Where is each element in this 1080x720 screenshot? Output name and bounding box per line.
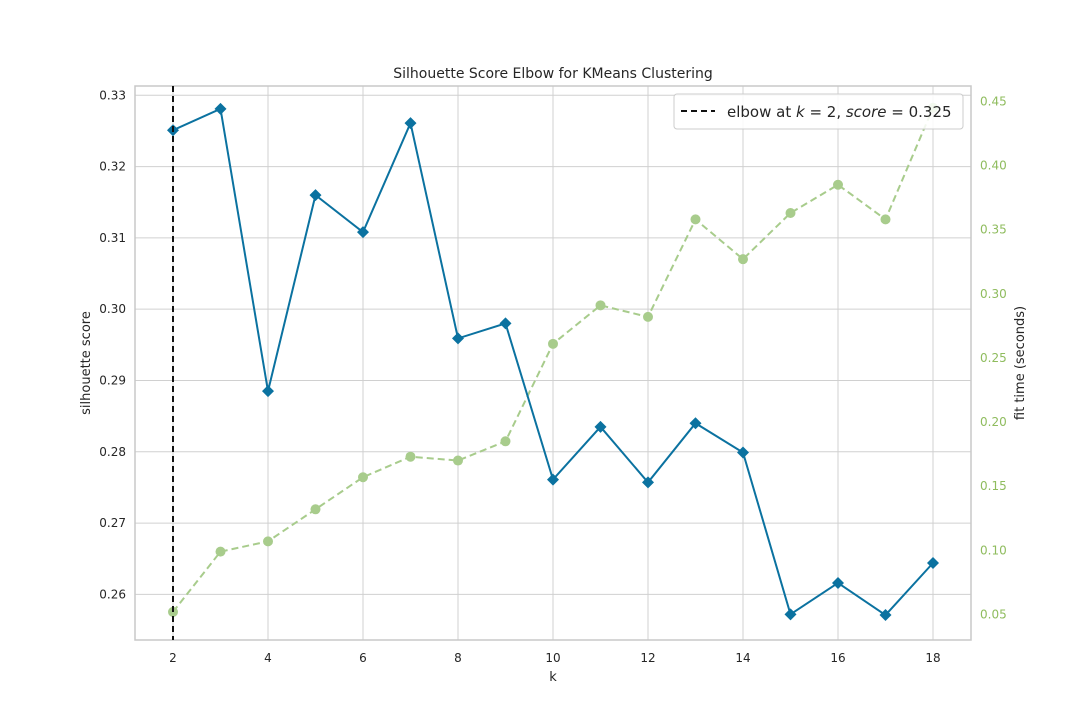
silhouette-score-point — [309, 189, 322, 202]
silhouette-score-point — [214, 102, 227, 115]
fit-time-point — [405, 451, 416, 462]
x-tick-label: 10 — [545, 651, 560, 665]
fit-time-point — [595, 300, 606, 311]
y-tick-label: 0.29 — [99, 373, 126, 387]
x-tick-label: 2 — [169, 651, 177, 665]
x-tick-label: 6 — [359, 651, 367, 665]
silhouette-score-point — [547, 473, 559, 486]
legend: elbow at k = 2, score = 0.325 — [673, 93, 964, 130]
silhouette-score-point — [404, 117, 417, 130]
y-tick-label: 0.30 — [99, 302, 126, 316]
y-tick-label: 0.27 — [99, 516, 126, 530]
legend-score-value: = 0.325 — [887, 103, 952, 121]
legend-box — [673, 93, 964, 130]
silhouette-score-point — [642, 476, 654, 489]
silhouette-score-point — [689, 417, 702, 430]
fit-time-point — [548, 338, 558, 349]
y2-tick-label: 0.05 — [980, 607, 1007, 621]
series-layer — [167, 86, 939, 640]
y2-tick-label: 0.25 — [980, 351, 1007, 365]
fit-time-point — [690, 214, 701, 225]
silhouette-score-point — [879, 609, 892, 622]
silhouette-score-point — [262, 385, 274, 398]
legend-k-value: = 2, — [805, 103, 846, 121]
y2-tick-label: 0.40 — [980, 159, 1007, 173]
fit-time-point — [643, 311, 653, 322]
fit-time-point — [785, 207, 796, 218]
silhouette-score-point — [784, 608, 797, 621]
silhouette-score-point — [927, 556, 939, 569]
x-tick-label: 18 — [925, 651, 940, 665]
y-tick-label: 0.26 — [99, 587, 126, 601]
legend-label: elbow at k = 2, score = 0.325 — [727, 103, 952, 121]
fit-time-point — [500, 436, 511, 447]
silhouette-score-point — [594, 420, 607, 433]
plot-frame-rect — [134, 85, 972, 641]
fit-time-point — [358, 472, 368, 483]
tick-layer: 2 4 6 8 10 12 14 16 18 0.26 0.27 0.28 0.29 0.30 0.31 0.… — [99, 88, 1006, 665]
silhouette-score-point — [357, 226, 369, 239]
legend-prefix: elbow at — [727, 103, 796, 121]
silhouette-score-point — [499, 317, 512, 330]
legend-score-symbol: score — [846, 103, 887, 121]
silhouette-score-point — [832, 576, 844, 589]
grid-layer — [135, 86, 971, 640]
y2-tick-label: 0.30 — [980, 287, 1007, 301]
x-tick-label: 12 — [640, 651, 655, 665]
fit-time-point — [738, 254, 748, 265]
y2-tick-label: 0.10 — [980, 543, 1007, 557]
x-tick-label: 4 — [264, 651, 272, 665]
chart-title: Silhouette Score Elbow for KMeans Cluste… — [393, 66, 713, 82]
fit-time-point — [453, 455, 463, 466]
fit-time-point — [833, 179, 843, 190]
y-tick-label: 0.31 — [99, 231, 126, 245]
y2-axis-label: fit time (seconds) — [1013, 306, 1028, 420]
y-tick-label: 0.33 — [99, 88, 126, 102]
y2-tick-label: 0.45 — [980, 94, 1007, 108]
x-axis-label: k — [549, 670, 557, 685]
silhouette-score-point — [452, 332, 464, 345]
x-tick-label: 14 — [735, 651, 750, 665]
fit-time-point — [880, 214, 891, 225]
y-tick-label: 0.32 — [99, 160, 126, 174]
fit-time-point — [263, 536, 273, 547]
plot-frame — [134, 85, 972, 641]
fit-time-point — [215, 546, 226, 557]
legend-k-symbol: k — [796, 103, 806, 121]
y-axis-label: silhouette score — [79, 311, 94, 415]
y2-tick-label: 0.20 — [980, 415, 1007, 429]
fit-time-point — [310, 504, 321, 515]
silhouette-score-point — [737, 446, 749, 459]
y2-tick-label: 0.15 — [980, 479, 1007, 493]
x-tick-label: 8 — [454, 651, 462, 665]
y-tick-label: 0.28 — [99, 445, 126, 459]
x-tick-label: 16 — [830, 651, 845, 665]
y2-tick-label: 0.35 — [980, 223, 1007, 237]
